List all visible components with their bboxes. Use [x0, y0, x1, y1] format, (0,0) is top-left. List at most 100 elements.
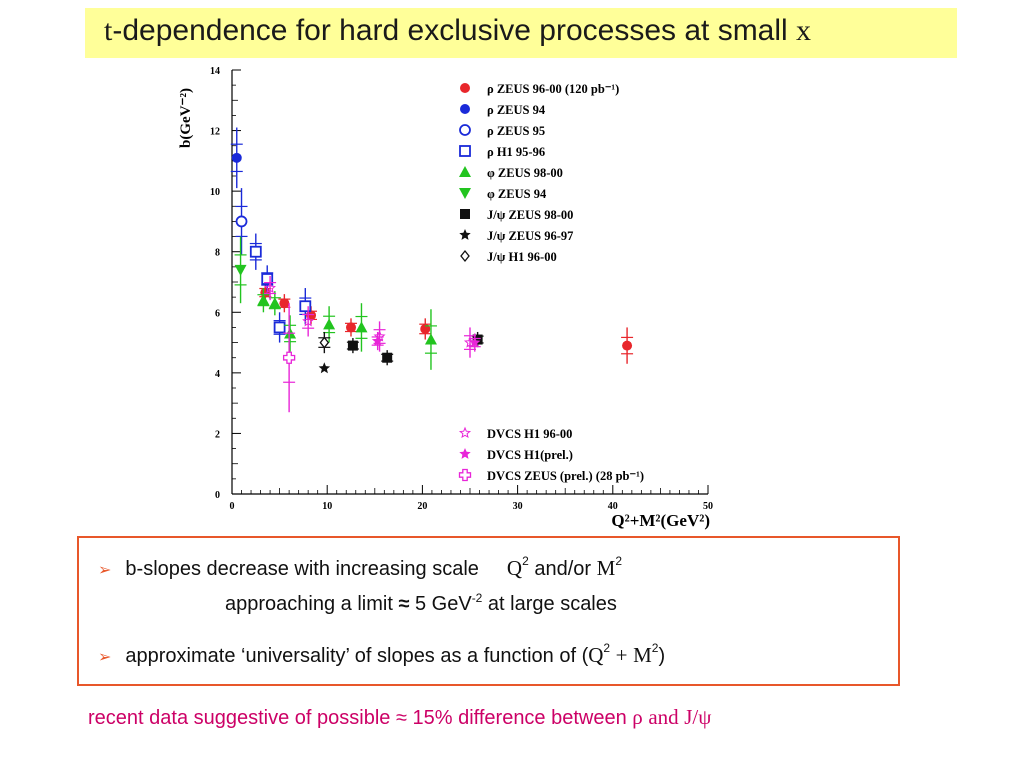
bullet-1-continuation: approaching a limit ≈ 5 GeV-2 at large s…: [225, 591, 617, 616]
y-tick-label: 14: [210, 66, 220, 77]
bullet-2-close: ): [658, 645, 666, 667]
legend-marker: [459, 166, 471, 177]
data-point: [382, 352, 393, 363]
title-t: t: [104, 14, 113, 47]
data-point: [347, 340, 358, 351]
data-point: [282, 351, 296, 364]
y-axis-label: b(GeV⁻²): [178, 88, 194, 148]
bullet-1-m: M: [596, 556, 616, 580]
y-tick-label: 4: [215, 369, 220, 380]
legend-marker: [460, 249, 470, 263]
limit-pre: approaching a limit: [225, 593, 399, 615]
data-point: [472, 334, 483, 345]
x-tick-label: 50: [703, 501, 713, 512]
data-point: [346, 322, 356, 333]
limit-sup: -2: [471, 591, 483, 605]
legend-label: ρ ZEUS 95: [487, 124, 545, 138]
legend-label: DVCS H1(prel.): [487, 448, 573, 462]
data-point: [264, 281, 277, 294]
x-axis-label: Q²+M²(GeV²): [611, 511, 710, 530]
y-tick-label: 2: [215, 429, 220, 440]
footnote-text: recent data suggestive of possible ≈ 15%…: [88, 707, 633, 729]
footnote-jpsi: J/ψ: [684, 705, 712, 729]
data-point: [260, 287, 271, 298]
legend-label: J/ψ H1 96-00: [487, 250, 557, 264]
x-tick-label: 20: [417, 501, 427, 512]
data-point: [323, 318, 336, 330]
data-point: [261, 273, 274, 285]
legend-marker: [459, 229, 471, 240]
x-tick-label: 0: [230, 501, 235, 512]
footnote: recent data suggestive of possible ≈ 15%…: [88, 705, 711, 730]
data-point: [355, 321, 368, 333]
data-point: [319, 336, 330, 349]
data-point: [257, 294, 270, 306]
data-point: [299, 300, 312, 313]
summary-box: [77, 536, 900, 686]
y-tick-label: 10: [210, 187, 220, 198]
legend-marker: [459, 188, 471, 199]
bullet-2-q: Q: [588, 643, 604, 667]
bullet-2-plus: +: [615, 643, 628, 667]
legend-marker: [459, 448, 471, 459]
bullet-arrow-icon: ➢: [98, 562, 112, 579]
legend-marker: [459, 145, 471, 157]
bullet-1-andor: and/or: [534, 558, 592, 580]
title-banner: [85, 8, 957, 58]
legend-label: DVCS H1 96-00: [487, 427, 572, 441]
limit-approx: ≈: [398, 593, 410, 615]
legend-label: J/ψ ZEUS 96-97: [487, 229, 573, 243]
data-point: [469, 336, 481, 348]
legend-label: φ ZEUS 98-00: [487, 166, 563, 180]
data-point: [234, 264, 247, 276]
chart: 0 10 20 30 40 50 0 2 4 6 8 10 12 14 b(GeV⁻²) Q²+M²(GeV²…: [160, 58, 730, 530]
data-point: [273, 321, 286, 334]
data-point: [318, 362, 331, 374]
bullet-1-q: Q: [506, 556, 523, 580]
bullet-2-q-sup: 2: [603, 641, 611, 655]
bullet-2-m-sup: 2: [651, 641, 659, 655]
data-point: [231, 152, 242, 163]
bullet-1-m-sup: 2: [615, 554, 622, 568]
data-point: [622, 340, 633, 351]
limit-value: 5 GeV: [409, 593, 472, 615]
legend-label: ρ ZEUS 96-00 (120 pb⁻¹): [487, 82, 619, 96]
legend-label: DVCS ZEUS (prel.) (28 pb⁻¹): [487, 469, 644, 483]
slide-title: t-dependence for hard exclusive processe…: [104, 14, 811, 48]
legend-marker: [460, 83, 470, 93]
title-x: x: [796, 14, 812, 47]
y-tick-label: 12: [210, 127, 220, 138]
legend-label: φ ZEUS 94: [487, 187, 547, 201]
data-point: [235, 215, 248, 228]
legend-marker: [459, 124, 471, 136]
data-point: [302, 315, 315, 327]
legend-label: ρ H1 95-96: [487, 145, 545, 159]
bullet-1-q-sup: 2: [522, 554, 529, 568]
bullet-1-text: b-slopes decrease with increasing scale: [125, 558, 479, 580]
bullet-2-m: M: [633, 643, 652, 667]
y-tick-label: 6: [215, 308, 220, 319]
data-point: [249, 245, 262, 258]
x-tick-label: 30: [513, 501, 523, 512]
data-point: [268, 297, 281, 309]
y-tick-label: 8: [215, 248, 220, 259]
limit-post: at large scales: [487, 593, 617, 615]
footnote-rho: ρ: [632, 705, 643, 729]
x-tick-label: 10: [322, 501, 332, 512]
chart-svg: 0 10 20 30 40 50 0 2 4 6 8 10 12 14 b(GeV⁻²) Q²+M²(GeV²…: [178, 66, 713, 530]
title-main: -dependence for hard exclusive processes…: [112, 14, 797, 47]
data-point: [371, 335, 384, 346]
x-tick-label: 40: [608, 501, 618, 512]
bullet-2-text: approximate ‘universality’ of slopes as …: [125, 645, 589, 667]
legend-marker: [460, 209, 470, 219]
y-tick-label: 0: [215, 490, 220, 501]
legend-marker: [460, 104, 470, 114]
legend-label: ρ ZEUS 94: [487, 103, 546, 117]
bullet-2: ➢ approximate ‘universality’ of slopes as…: [98, 641, 666, 668]
data-point: [279, 298, 290, 309]
legend-marker: [458, 468, 472, 482]
footnote-and: and: [648, 705, 679, 729]
bullet-1: ➢ b-slopes decrease with increasing scale…: [98, 554, 622, 581]
legend-label: J/ψ ZEUS 98-00: [487, 208, 573, 222]
legend-marker: [458, 426, 472, 439]
